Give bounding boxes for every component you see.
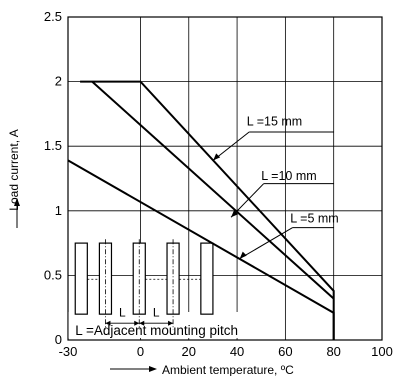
series-line	[91, 80, 335, 300]
callout-arrowhead	[213, 153, 221, 161]
y-tick-label: 1.5	[44, 138, 62, 153]
series-label: L =5 mm	[290, 211, 339, 225]
callout-leader	[212, 131, 250, 161]
y-tick-label: 1	[55, 203, 62, 218]
pitch-symbol-label: L	[153, 306, 160, 320]
series-line	[67, 159, 335, 340]
y-tick-label: 2	[55, 74, 62, 89]
x-tick-label: 60	[278, 344, 292, 359]
curve-callouts: L =15 mm L =10 mm L =5 mm	[212, 115, 339, 260]
pitch-arrow-right	[168, 320, 174, 326]
plot-frame	[67, 16, 383, 341]
x-axis-arrow-head	[149, 366, 157, 372]
series-label: L =15 mm	[247, 115, 302, 129]
callout-arrowhead	[239, 251, 247, 259]
callout-arrowhead	[231, 210, 239, 218]
pitch-arrow-left	[139, 320, 145, 326]
derating-curves	[67, 80, 335, 340]
y-tick-label: 0.5	[44, 267, 62, 282]
x-axis-title: Ambient temperature, ºC	[162, 363, 294, 376]
grid	[67, 16, 383, 341]
inset-caption: L =Adjacent mounting pitch	[75, 323, 238, 338]
inset-caption-background	[68, 312, 285, 338]
mounting-pitch-inset: L L L =Adjacent mounting pitch	[68, 239, 285, 338]
y-tick-label: 0	[55, 332, 62, 347]
pitch-arrow-right	[134, 320, 140, 326]
pitch-symbol-label: L	[119, 306, 126, 320]
x-tick-label: 20	[182, 344, 196, 359]
x-tick-label: 40	[230, 344, 244, 359]
y-axis-title: Load current, A	[7, 129, 21, 210]
y-axis-title-group: Load current, A	[7, 129, 21, 228]
mounted-module	[74, 242, 88, 315]
pitch-arrow-left	[105, 320, 111, 326]
x-axis-title-group: Ambient temperature, ºC	[110, 363, 294, 376]
mounted-module	[200, 242, 214, 315]
y-axis-arrow-head	[14, 198, 20, 206]
callout-leader	[239, 227, 293, 260]
x-tick-label: 80	[326, 344, 340, 359]
callout-leader	[230, 183, 265, 218]
x-tick-label: 100	[371, 344, 393, 359]
series-label: L =10 mm	[261, 169, 316, 183]
x-tick-label: -30	[59, 344, 78, 359]
x-tick-label: 0	[137, 344, 144, 359]
y-tick-label: 2.5	[44, 9, 62, 24]
